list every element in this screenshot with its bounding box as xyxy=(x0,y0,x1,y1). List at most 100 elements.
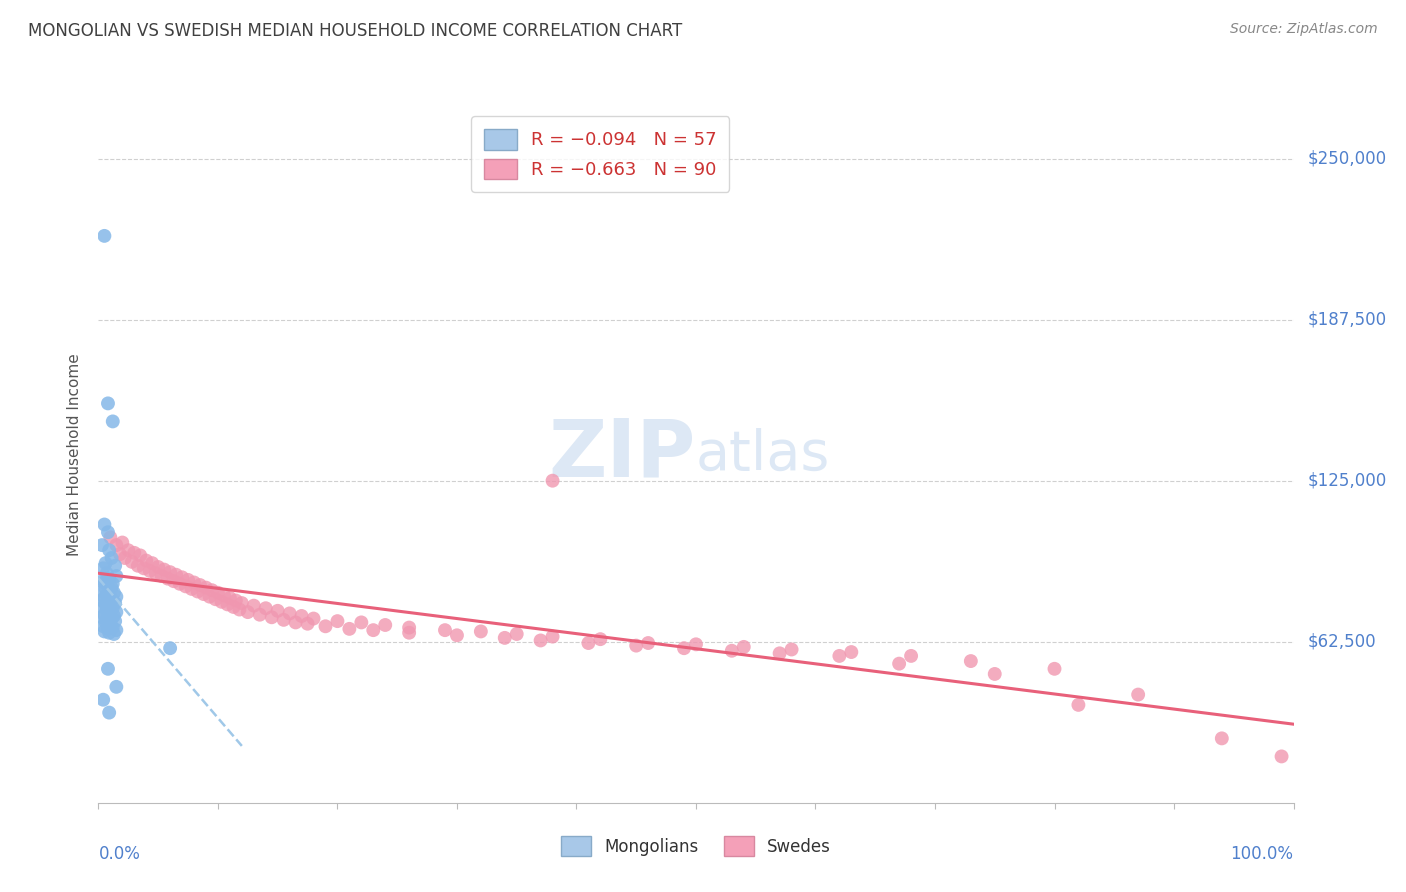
Point xyxy=(104,596,127,610)
Point xyxy=(94,556,117,570)
Point xyxy=(105,590,128,604)
Point xyxy=(100,611,122,625)
Point xyxy=(183,575,205,590)
Point xyxy=(433,623,456,637)
Point xyxy=(222,599,245,614)
Point xyxy=(398,625,420,640)
Point xyxy=(132,561,155,575)
Point xyxy=(98,530,122,544)
Point xyxy=(124,546,146,560)
Point xyxy=(1211,731,1233,746)
Point xyxy=(278,607,301,621)
Point xyxy=(217,598,239,612)
Point xyxy=(105,569,128,583)
Point xyxy=(98,543,121,558)
Text: atlas: atlas xyxy=(696,428,831,482)
Point xyxy=(315,619,337,633)
Point xyxy=(114,551,136,566)
Point xyxy=(127,558,149,573)
Point xyxy=(204,592,226,607)
Point xyxy=(290,609,312,624)
Point xyxy=(1271,749,1294,764)
Point xyxy=(105,623,128,637)
Text: $62,500: $62,500 xyxy=(1308,632,1376,651)
Point xyxy=(637,636,659,650)
Point xyxy=(94,582,117,596)
Point xyxy=(297,616,319,631)
Point xyxy=(98,587,121,601)
Point xyxy=(494,631,516,645)
Point xyxy=(624,639,647,653)
Point xyxy=(91,610,114,624)
Point xyxy=(145,566,167,581)
Point xyxy=(121,555,143,569)
Point xyxy=(302,611,325,625)
Point xyxy=(201,583,224,598)
Point xyxy=(97,595,120,609)
Point xyxy=(337,622,360,636)
Point xyxy=(101,576,124,591)
Point xyxy=(93,228,115,243)
Point xyxy=(219,591,242,605)
Point xyxy=(96,613,118,627)
Text: $250,000: $250,000 xyxy=(1308,150,1386,168)
Point xyxy=(284,615,307,630)
Point xyxy=(188,578,211,592)
Point xyxy=(207,586,229,600)
Point xyxy=(96,602,118,616)
Point xyxy=(96,566,118,581)
Point xyxy=(159,641,181,656)
Text: ZIP: ZIP xyxy=(548,416,696,494)
Text: 100.0%: 100.0% xyxy=(1230,845,1294,863)
Point xyxy=(326,614,349,628)
Text: 0.0%: 0.0% xyxy=(98,845,141,863)
Point xyxy=(98,706,121,720)
Point xyxy=(1128,688,1150,702)
Point xyxy=(108,547,131,561)
Point xyxy=(273,613,295,627)
Point xyxy=(172,570,194,584)
Point xyxy=(94,598,117,612)
Point xyxy=(93,575,115,590)
Point xyxy=(260,610,283,624)
Point xyxy=(163,574,186,589)
Point xyxy=(141,556,163,570)
Point xyxy=(169,576,191,591)
Point xyxy=(1043,662,1066,676)
Point xyxy=(470,624,492,639)
Point xyxy=(91,538,114,552)
Point xyxy=(97,622,120,636)
Point xyxy=(225,593,247,607)
Point xyxy=(198,590,221,604)
Point xyxy=(211,595,233,609)
Point xyxy=(148,560,170,574)
Point xyxy=(156,572,179,586)
Point xyxy=(685,637,707,651)
Point xyxy=(93,517,115,532)
Point xyxy=(733,640,755,654)
Point xyxy=(98,599,122,613)
Point xyxy=(212,588,235,602)
Point xyxy=(104,558,127,573)
Point xyxy=(721,644,744,658)
Point xyxy=(267,604,290,618)
Point xyxy=(117,543,139,558)
Point xyxy=(97,579,120,593)
Point xyxy=(96,588,118,602)
Point xyxy=(91,619,114,633)
Point xyxy=(959,654,981,668)
Point xyxy=(91,692,114,706)
Point xyxy=(194,581,217,595)
Point xyxy=(159,565,181,579)
Point xyxy=(506,627,529,641)
Point xyxy=(103,627,125,641)
Point xyxy=(177,573,200,587)
Point xyxy=(97,662,120,676)
Text: $125,000: $125,000 xyxy=(1308,472,1386,490)
Point xyxy=(100,551,122,566)
Point xyxy=(350,615,373,630)
Point xyxy=(541,630,564,644)
Point xyxy=(94,615,117,630)
Point xyxy=(91,593,114,607)
Point xyxy=(231,596,253,610)
